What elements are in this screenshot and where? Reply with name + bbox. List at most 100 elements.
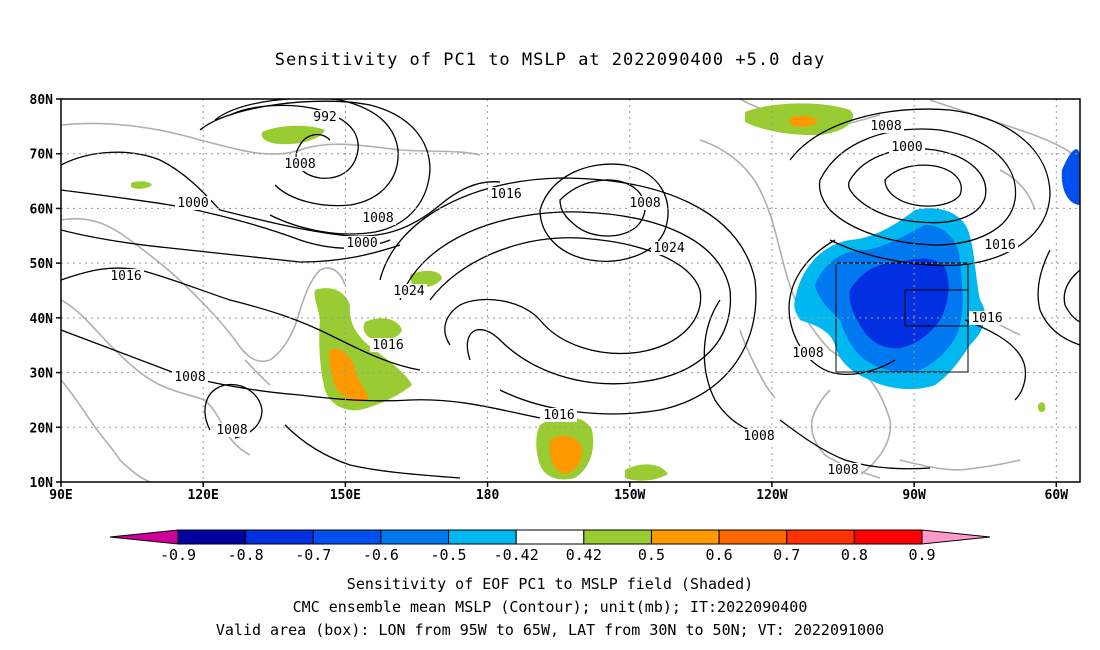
colorbar-label: -0.8 — [228, 546, 264, 564]
contour-label: 1016 — [370, 338, 406, 353]
contour-label: 1008 — [282, 157, 318, 172]
caption-line-3: Valid area (box): LON from 95W to 65W, L… — [215, 621, 885, 639]
lat-tick-label: 30N — [30, 367, 54, 382]
svg-text:1008: 1008 — [629, 196, 660, 211]
contour-label: 1008 — [627, 196, 663, 211]
green-patch-north-pacific — [363, 318, 402, 340]
colorbar-label: 0.6 — [706, 546, 733, 564]
svg-text:1016: 1016 — [971, 311, 1002, 326]
colorbar-segment — [448, 529, 517, 545]
svg-text:1000: 1000 — [891, 140, 922, 155]
orange-patch-hawaii — [549, 435, 583, 474]
lat-axis: 80N 70N 60N 50N 40N 30N 20N 10N — [30, 93, 61, 491]
svg-text:1016: 1016 — [543, 408, 574, 423]
orange-patch-japan — [329, 348, 369, 402]
contour-labels: 992 1008 1000 1016 1008 1000 1008 1016 1000 1024 1… — [108, 110, 1018, 478]
caption-line-1: Sensitivity of EOF PC1 to MSLP field (Sh… — [346, 575, 754, 593]
colorbar-label: -0.42 — [494, 546, 539, 564]
colorbar-segment — [853, 529, 923, 545]
caption-line-2: CMC ensemble mean MSLP (Contour); unit(m… — [292, 598, 808, 616]
contour-label: 1000 — [344, 236, 380, 251]
colorbar-low-triangle — [109, 529, 179, 545]
mslp-contours — [61, 99, 1080, 479]
contour-label: 1016 — [982, 238, 1018, 253]
lon-tick-label: 90W — [902, 488, 926, 503]
colorbar-segment — [245, 529, 314, 545]
colorbar-label: -0.9 — [160, 546, 196, 564]
contour-label: 992 — [311, 110, 339, 125]
lon-axis: 90E 120E 150E 180 150W 120W 90W 60W — [49, 482, 1068, 503]
colorbar-segment — [312, 529, 382, 545]
lon-tick-label: 60W — [1045, 488, 1069, 503]
green-patch-east-pacific — [625, 464, 668, 481]
contour-label: 1008 — [790, 346, 826, 361]
blue-patch-atlantic — [1061, 149, 1080, 205]
svg-text:1000: 1000 — [177, 196, 208, 211]
colorbar-label: 0.42 — [566, 546, 602, 564]
valid-area-inner-box — [904, 289, 969, 327]
lon-tick-label: 180 — [476, 488, 500, 503]
svg-text:1008: 1008 — [743, 429, 774, 444]
colorbar: -0.9 -0.8 -0.7 -0.6 -0.5 -0.42 0.42 0.5 0.6 0.7 0.… — [109, 529, 991, 564]
colorbar-segment — [380, 529, 450, 545]
lat-tick-label: 70N — [30, 148, 54, 163]
orange-patch-greenland — [790, 115, 818, 127]
svg-text:992: 992 — [313, 110, 336, 125]
contour-label: 1016 — [108, 269, 144, 284]
contour-label: 1016 — [541, 408, 577, 423]
colorbar-high-triangle — [921, 529, 991, 545]
colorbar-label: 0.7 — [773, 546, 800, 564]
svg-text:1008: 1008 — [827, 463, 858, 478]
colorbar-label: 0.5 — [638, 546, 665, 564]
contour-label: 1000 — [175, 196, 211, 211]
lat-tick-label: 80N — [30, 93, 54, 108]
contour-label: 1008 — [172, 370, 208, 385]
colorbar-label: -0.7 — [295, 546, 331, 564]
green-patch-arctic-asia — [261, 125, 325, 145]
lat-tick-label: 10N — [30, 476, 54, 491]
contour-label: 1024 — [651, 241, 687, 256]
contour-label: 1016 — [488, 187, 524, 202]
sensitivity-shading — [131, 103, 1080, 481]
colorbar-segment — [177, 529, 247, 545]
svg-text:1008: 1008 — [792, 346, 823, 361]
green-patch-siberia — [131, 181, 152, 189]
colorbar-segment — [786, 529, 855, 545]
lat-tick-label: 20N — [30, 421, 54, 436]
colorbar-label: 0.9 — [908, 546, 935, 564]
colorbar-segment — [515, 529, 585, 545]
svg-text:1024: 1024 — [653, 241, 684, 256]
svg-text:1008: 1008 — [870, 119, 901, 134]
svg-text:1016: 1016 — [110, 269, 141, 284]
contour-label: 1008 — [214, 423, 250, 438]
colorbar-label: 0.8 — [841, 546, 868, 564]
svg-text:1016: 1016 — [490, 187, 521, 202]
svg-text:1016: 1016 — [372, 338, 403, 353]
contour-label: 1008 — [360, 211, 396, 226]
colorbar-segment — [583, 529, 652, 545]
lon-tick-label: 150W — [614, 488, 645, 503]
svg-text:1016: 1016 — [984, 238, 1015, 253]
colorbar-segment — [718, 529, 788, 545]
green-patch-atlantic — [1037, 402, 1046, 413]
svg-text:1008: 1008 — [216, 423, 247, 438]
green-patch-bering — [410, 270, 442, 288]
contour-label: 1008 — [868, 119, 904, 134]
colorbar-segment — [650, 529, 720, 545]
map-frame — [60, 98, 1081, 483]
colorbar-label: -0.5 — [430, 546, 466, 564]
lon-tick-label: 90E — [49, 488, 72, 503]
lon-tick-label: 120W — [756, 488, 787, 503]
lon-tick-label: 150E — [330, 488, 361, 503]
svg-text:1000: 1000 — [346, 236, 377, 251]
lon-tick-label: 120E — [188, 488, 219, 503]
figure-title: Sensitivity of PC1 to MSLP at 2022090400… — [274, 50, 826, 70]
contour-label: 1016 — [969, 311, 1005, 326]
contour-label: 1008 — [741, 429, 777, 444]
svg-text:1024: 1024 — [393, 284, 424, 299]
contour-label: 1008 — [825, 463, 861, 478]
colorbar-label: -0.6 — [363, 546, 399, 564]
lat-tick-label: 50N — [30, 257, 54, 272]
lat-tick-label: 60N — [30, 202, 54, 217]
